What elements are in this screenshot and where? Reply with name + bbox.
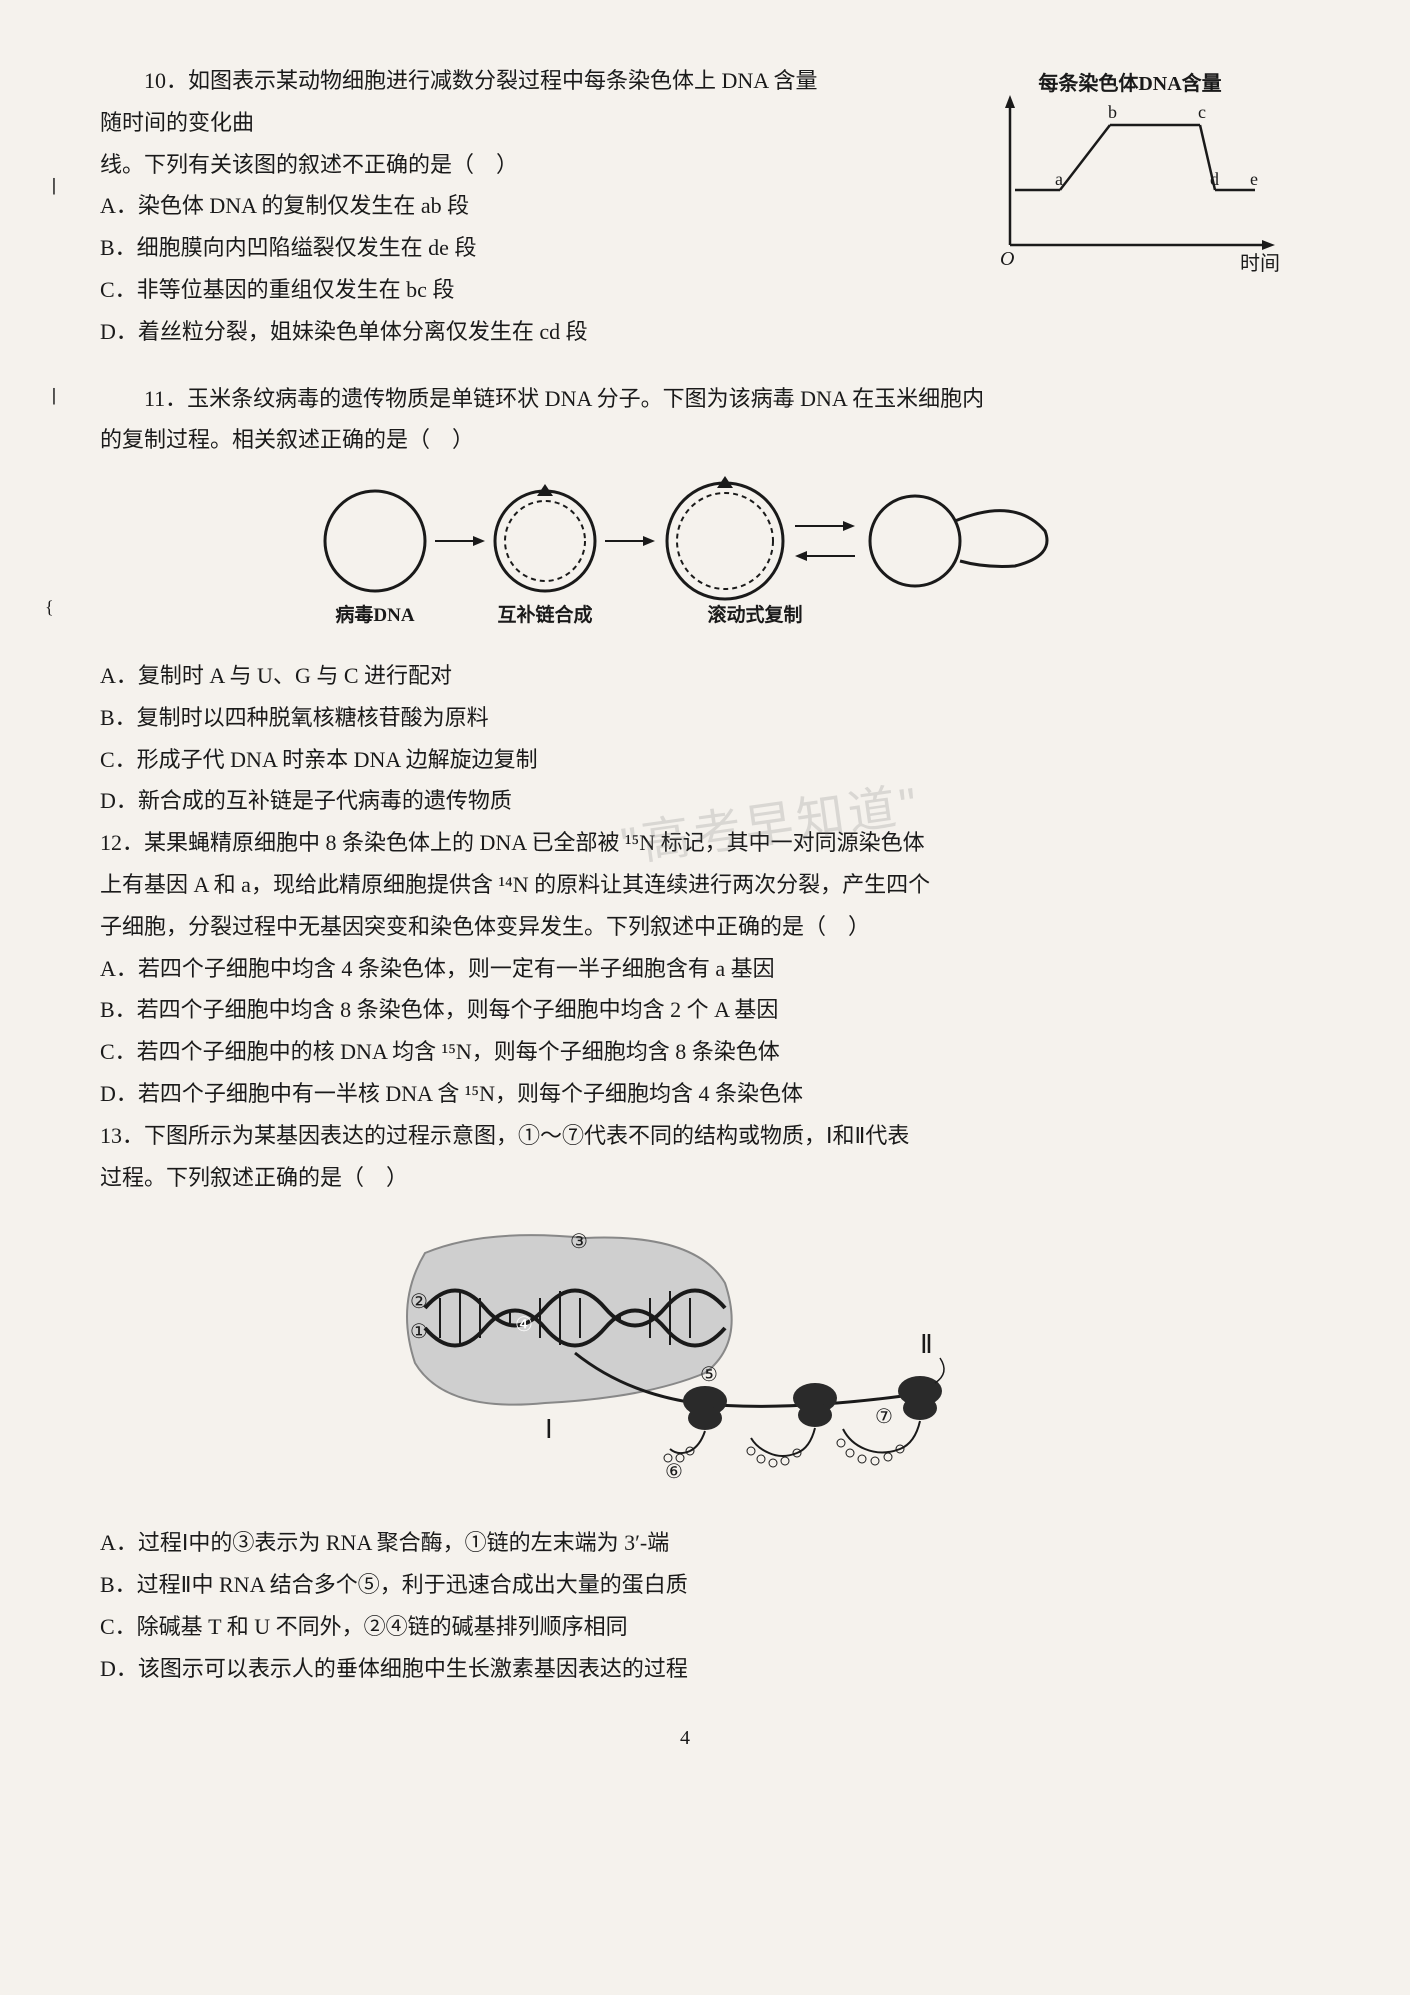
q11-label-2: 互补链合成 <box>497 603 592 626</box>
q13-stem-line1: 13．下图所示为某基因表达的过程示意图，①～⑦代表不同的结构或物质，Ⅰ和Ⅱ代表 <box>100 1115 1270 1157</box>
q11-diagram: 病毒DNA 互补链合成 滚动式复制 <box>100 476 1270 640</box>
q13-diagram: ② ① ③ ④ ⑤ ⑥ ⑦ Ⅰ Ⅱ <box>100 1213 1270 1507</box>
q11-option-c: C．形成子代 DNA 时亲本 DNA 边解旋边复制 <box>100 739 1270 781</box>
chart-point-d: d <box>1210 169 1219 189</box>
q10-option-a: A．染色体 DNA 的复制仅发生在 ab 段 <box>100 185 820 227</box>
q11-label-3: 滚动式复制 <box>707 603 802 626</box>
q13-label-5: ⑤ <box>700 1364 718 1386</box>
q10-stem-line2: 线。下列有关该图的叙述不正确的是（ ） <box>100 144 820 186</box>
q13-label-1: ① <box>410 1321 428 1343</box>
q13-label-4: ④ <box>515 1314 533 1336</box>
q13-label-2: ② <box>410 1291 428 1313</box>
side-mark-3: { <box>45 590 54 624</box>
chart-point-a: a <box>1055 169 1063 189</box>
q11-stem-line2: 的复制过程。相关叙述正确的是（ ） <box>100 419 1270 461</box>
q13-label-3: ③ <box>570 1231 588 1253</box>
chart-xlabel: 时间 <box>1240 252 1280 275</box>
q12-option-a: A．若四个子细胞中均含 4 条染色体，则一定有一半子细胞含有 a 基因 <box>100 948 1270 990</box>
question-11: 11．玉米条纹病毒的遗传物质是单链环状 DNA 分子。下图为该病毒 DNA 在玉… <box>100 378 1270 823</box>
side-mark-1: 丨 <box>45 170 63 204</box>
q12-option-d: D．若四个子细胞中有一半核 DNA 含 ¹⁵N，则每个子细胞均含 4 条染色体 <box>100 1073 1270 1115</box>
q13-label-I: Ⅰ <box>545 1415 553 1444</box>
q12-option-b: B．若四个子细胞中均含 8 条染色体，则每个子细胞中均含 2 个 A 基因 <box>100 989 1270 1031</box>
dna-replication-diagram: 病毒DNA 互补链合成 滚动式复制 <box>295 476 1075 626</box>
q12-stem-line2: 上有基因 A 和 a，现给此精原细胞提供含 ¹⁴N 的原料让其连续进行两次分裂，… <box>100 864 1270 906</box>
q11-stem-line1: 11．玉米条纹病毒的遗传物质是单链环状 DNA 分子。下图为该病毒 DNA 在玉… <box>100 378 1270 420</box>
chart-point-c: c <box>1198 102 1206 122</box>
q12-option-c: C．若四个子细胞中的核 DNA 均含 ¹⁵N，则每个子细胞均含 8 条染色体 <box>100 1031 1270 1073</box>
dna-content-chart: 每条染色体DNA含量 a b c d e O 时间 <box>970 70 1290 280</box>
q13-option-b: B．过程Ⅱ中 RNA 结合多个⑤，利于迅速合成出大量的蛋白质 <box>100 1564 1270 1606</box>
q12-stem-line1: 12．某果蝇精原细胞中 8 条染色体上的 DNA 已全部被 ¹⁵N 标记，其中一… <box>100 822 1270 864</box>
q10-stem-line1: 10．如图表示某动物细胞进行减数分裂过程中每条染色体上 DNA 含量随时间的变化… <box>100 60 820 144</box>
chart-origin: O <box>1000 248 1014 270</box>
q11-option-d: D．新合成的互补链是子代病毒的遗传物质 <box>100 780 1270 822</box>
q13-label-II: Ⅱ <box>920 1330 933 1359</box>
q13-stem-line2: 过程。下列叙述正确的是（ ） <box>100 1157 1270 1199</box>
q10-option-b: B．细胞膜向内凹陷缢裂仅发生在 de 段 <box>100 227 820 269</box>
q10-option-d: D．着丝粒分裂，姐妹染色单体分离仅发生在 cd 段 <box>100 311 820 353</box>
q12-stem-line3: 子细胞，分裂过程中无基因突变和染色体变异发生。下列叙述中正确的是（ ） <box>100 906 1270 948</box>
question-13: 13．下图所示为某基因表达的过程示意图，①～⑦代表不同的结构或物质，Ⅰ和Ⅱ代表 … <box>100 1115 1270 1690</box>
side-mark-2: 丨 <box>45 380 63 414</box>
q11-label-1: 病毒DNA <box>335 603 414 626</box>
q10-chart: 每条染色体DNA含量 a b c d e O 时间 <box>970 70 1290 294</box>
chart-point-b: b <box>1108 102 1117 122</box>
q13-option-a: A．过程Ⅰ中的③表示为 RNA 聚合酶，①链的左末端为 3′-端 <box>100 1522 1270 1564</box>
page-container: 丨 丨 { 10．如图表示某动物细胞进行减数分裂过程中每条染色体上 DNA 含量… <box>100 60 1270 1757</box>
ribosome-2 <box>747 1383 837 1467</box>
q13-label-6: ⑥ <box>665 1461 683 1483</box>
chart-point-e: e <box>1250 169 1258 189</box>
page-number: 4 <box>100 1719 1270 1757</box>
q11-option-a: A．复制时 A 与 U、G 与 C 进行配对 <box>100 655 1270 697</box>
ribosome-1 <box>664 1386 727 1462</box>
q13-label-7: ⑦ <box>875 1406 893 1428</box>
gene-expression-diagram: ② ① ③ ④ ⑤ ⑥ ⑦ Ⅰ Ⅱ <box>365 1213 1005 1493</box>
q13-option-d: D．该图示可以表示人的垂体细胞中生长激素基因表达的过程 <box>100 1648 1270 1690</box>
question-12: 12．某果蝇精原细胞中 8 条染色体上的 DNA 已全部被 ¹⁵N 标记，其中一… <box>100 822 1270 1115</box>
chart-ylabel: 每条染色体DNA含量 <box>1038 71 1221 95</box>
q13-option-c: C．除碱基 T 和 U 不同外，②④链的碱基排列顺序相同 <box>100 1606 1270 1648</box>
q11-option-b: B．复制时以四种脱氧核糖核苷酸为原料 <box>100 697 1270 739</box>
question-10: 10．如图表示某动物细胞进行减数分裂过程中每条染色体上 DNA 含量随时间的变化… <box>100 60 1270 353</box>
q10-option-c: C．非等位基因的重组仅发生在 bc 段 <box>100 269 820 311</box>
